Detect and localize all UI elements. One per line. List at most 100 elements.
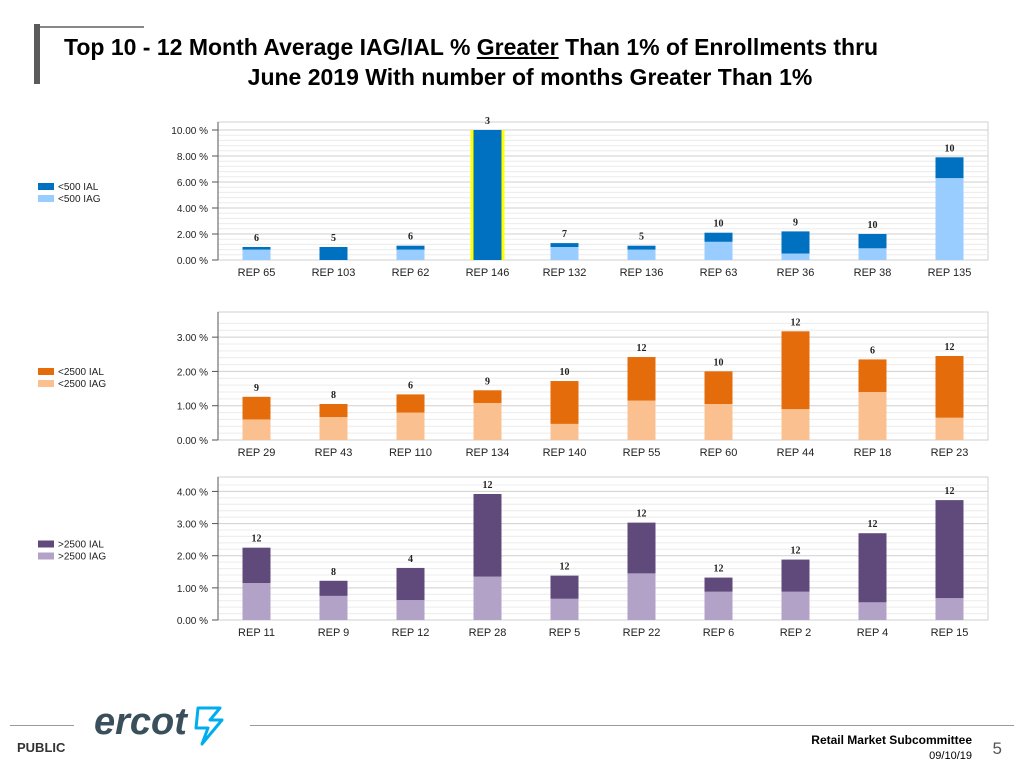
x-category-label: REP 38 [854,267,892,279]
bar-ial-rep-15 [935,500,964,599]
legend-label: <500 IAL [58,182,99,193]
months-label: 3 [485,116,490,127]
x-category-label: REP 2 [780,627,812,639]
months-label: 7 [562,229,567,240]
months-label: 12 [791,546,801,557]
x-category-label: REP 5 [549,627,581,639]
bar-iag-rep-22 [627,573,656,620]
bar-iag-rep-18 [858,392,887,440]
chart-under-500: 0.00 % 2.00 % 4.00 % 6.00 % 8.00 % 10.00 % 6 RE… [38,116,989,279]
legend-label: >2500 IAL [58,540,104,551]
bar-iag-rep-11 [242,583,271,620]
months-label: 6 [254,233,259,244]
months-label: 12 [560,562,570,573]
y-tick-label: 8.00 % [177,152,208,163]
months-label: 6 [408,380,413,391]
legend-label: <2500 IAG [58,379,106,390]
bar-iag-rep-55 [627,400,656,440]
y-tick-label: 4.00 % [177,487,208,498]
footer-divider-right [250,725,1014,726]
months-label: 10 [560,367,570,378]
bar-ial-rep-136 [627,245,656,250]
y-tick-label: 10.00 % [171,126,208,137]
bar-ial-rep-43 [319,404,348,418]
months-label: 12 [945,342,955,353]
legend-swatch [38,195,54,202]
bar-iag-rep-4 [858,602,887,620]
ercot-logo: ercot [94,698,234,753]
title-part1: Top 10 - 12 Month Average IAG/IAL % [64,34,477,60]
bar-ial-rep-9 [319,580,348,596]
bar-ial-rep-140 [550,381,579,424]
y-tick-label: 3.00 % [177,520,208,531]
ercot-logo-icon: ercot [94,701,224,746]
bar-ial-rep-134 [473,390,502,403]
bar-ial-rep-65 [242,247,271,250]
logo-bolt-shape [194,706,224,746]
months-label: 8 [331,567,336,578]
legend-label: <2500 IAL [58,367,104,378]
bar-iag-rep-63 [704,241,733,260]
bar-ial-rep-23 [935,356,964,418]
x-category-label: REP 140 [543,447,587,459]
x-category-label: REP 103 [312,267,356,279]
y-tick-label: 1.00 % [177,584,208,595]
bar-ial-rep-18 [858,359,887,392]
y-tick-label: 2.00 % [177,367,208,378]
bar-iag-rep-136 [627,249,656,260]
x-category-label: REP 146 [466,267,510,279]
bar-ial-rep-132 [550,243,579,247]
bar-iag-rep-5 [550,598,579,620]
bar-ial-rep-110 [396,394,425,413]
months-label: 10 [714,219,724,230]
months-label: 9 [793,217,798,228]
title-underlined-word: Greater [476,34,559,60]
chart-under-2500: 0.00 % 1.00 % 2.00 % 3.00 % 9 REP 29 8 REP 43 6 R… [38,311,989,459]
title-accent-line [40,26,144,28]
bar-ial-rep-63 [704,232,733,242]
x-category-label: REP 22 [623,627,661,639]
months-label: 6 [408,232,413,243]
y-tick-label: 1.00 % [177,402,208,413]
bar-ial-rep-6 [704,577,733,592]
x-category-label: REP 65 [238,267,276,279]
page-number: 5 [992,739,1002,758]
bar-iag-rep-135 [935,178,964,260]
public-label: PUBLIC [17,740,66,755]
x-category-label: REP 134 [466,447,510,459]
x-category-label: REP 4 [857,627,889,639]
title-line2: June 2019 With number of months Greater … [247,64,813,90]
bar-ial-rep-55 [627,357,656,401]
x-category-label: REP 28 [469,627,507,639]
months-label: 5 [639,232,644,243]
bar-iag-rep-110 [396,412,425,440]
bar-iag-rep-62 [396,249,425,260]
bar-ial-rep-2 [781,559,810,592]
months-label: 12 [791,317,801,328]
x-category-label: REP 55 [623,447,661,459]
x-category-label: REP 60 [700,447,738,459]
bar-iag-rep-15 [935,598,964,620]
bar-iag-rep-36 [781,253,810,260]
months-label: 8 [331,390,336,401]
bar-iag-rep-44 [781,409,810,440]
months-label: 10 [945,143,955,154]
chart-over-2500: 0.00 % 1.00 % 2.00 % 3.00 % 4.00 % 12 REP 11 8 R… [38,476,989,639]
bar-ial-rep-12 [396,567,425,601]
legend-swatch [38,552,54,560]
x-category-label: REP 6 [703,627,735,639]
bar-iag-rep-12 [396,600,425,620]
bar-iag-rep-23 [935,417,964,440]
legend-swatch [38,380,54,387]
page-title: Top 10 - 12 Month Average IAG/IAL % Grea… [60,32,1000,92]
months-label: 12 [252,534,262,545]
y-tick-label: 6.00 % [177,178,208,189]
x-category-label: REP 11 [238,627,275,639]
x-category-label: REP 44 [777,447,815,459]
title-accent-bar [34,24,40,84]
bar-iag-rep-134 [473,402,502,440]
x-category-label: REP 15 [931,627,969,639]
x-category-label: REP 18 [854,447,892,459]
months-label: 4 [408,554,413,565]
months-label: 9 [254,383,259,394]
